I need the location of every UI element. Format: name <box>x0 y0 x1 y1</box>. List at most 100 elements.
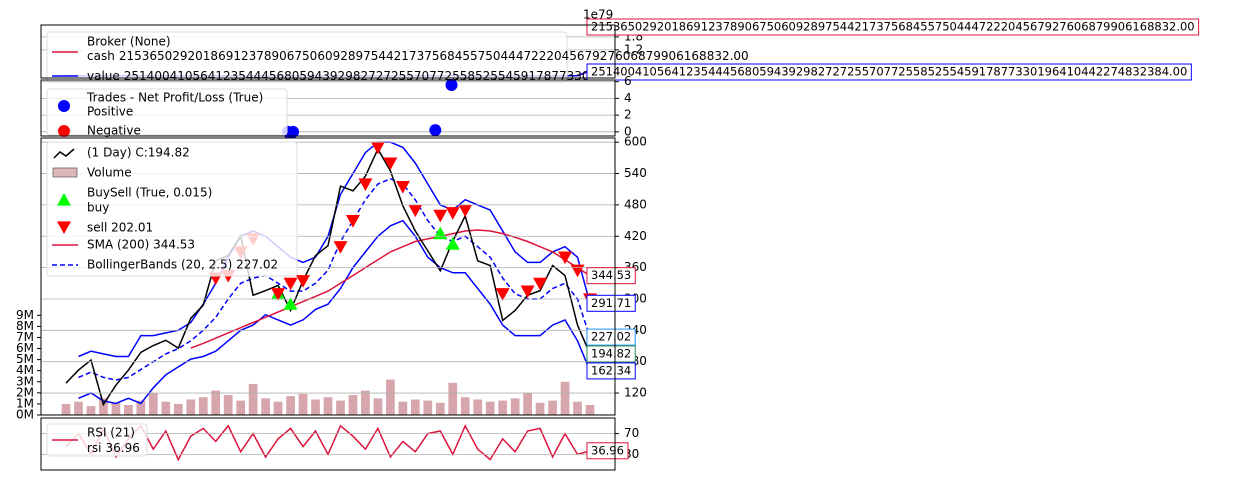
sell-marker <box>370 141 385 155</box>
y-tick-label: 0M <box>16 408 34 422</box>
y-tick-label: 70 <box>624 426 639 440</box>
legend-background <box>46 88 288 136</box>
y-tick-label: 9M <box>16 308 34 322</box>
volume-bar <box>261 398 270 415</box>
volume-bar <box>86 406 96 415</box>
volume-bar <box>535 402 545 415</box>
legend-label: sell 202.01 <box>87 221 153 235</box>
y-tick-label: 6 <box>624 74 632 88</box>
close-line <box>65 147 591 407</box>
value-box <box>586 362 636 380</box>
value-box-label: 291.71 <box>591 296 631 310</box>
y-tick-label: 120 <box>624 386 647 400</box>
value-box-label: 2153650292018691237890675060928975442173… <box>591 20 1195 34</box>
sell-marker <box>408 204 423 218</box>
volume-bar <box>410 399 420 415</box>
sell-marker <box>520 285 535 299</box>
value-box-label: 36.96 <box>591 443 624 457</box>
y-tick-label: 4 <box>624 91 632 105</box>
value-box-label: 194.82 <box>591 346 631 360</box>
volume-bar <box>460 397 470 415</box>
volume-bar <box>573 401 582 415</box>
legend-icon <box>57 193 71 206</box>
y-tick-label: 3M <box>16 374 34 388</box>
legend-icon <box>52 167 78 178</box>
legend-label: buy <box>87 201 109 215</box>
volume-bar <box>435 402 445 415</box>
plot-area <box>61 141 597 415</box>
panel-frame <box>40 79 616 137</box>
volume-bar <box>211 390 221 415</box>
y-tick-label: 1M <box>16 396 34 410</box>
y-tick-label: 1.2 <box>624 42 643 56</box>
volume-bar <box>485 401 495 415</box>
value-box <box>586 18 1200 36</box>
legend-title: BuySell (True, 0.015) <box>87 186 212 200</box>
trade-point <box>445 79 458 92</box>
volume-bar <box>124 405 133 415</box>
legend-label: Positive <box>87 105 133 119</box>
legend-icon <box>58 100 70 112</box>
volume-bar <box>398 401 408 415</box>
volume-bar <box>348 395 358 415</box>
value-box <box>586 294 636 312</box>
volume-bar <box>61 403 71 415</box>
sell-marker <box>283 277 298 291</box>
volume-bar <box>386 379 395 415</box>
sell-marker <box>445 207 460 220</box>
volume-bar <box>223 395 233 415</box>
y-tick-label: 7M <box>16 330 34 344</box>
volume-bar <box>136 400 146 415</box>
sell-marker <box>558 251 573 265</box>
legend-icon <box>57 221 71 234</box>
volume-bar <box>298 393 308 415</box>
legend-title: Broker (None) <box>87 35 171 49</box>
y-tick-label: 6M <box>16 341 34 355</box>
volume-bar <box>148 392 158 415</box>
y-tick-label: 540 <box>624 166 647 180</box>
sma-line <box>190 229 591 349</box>
volume-bar <box>448 382 458 415</box>
y-tick-label: 420 <box>624 229 647 243</box>
legend-label: (1 Day) C:194.82 <box>87 146 190 160</box>
legend-name: rsi <box>87 441 102 455</box>
value-box-label: 162.34 <box>591 363 631 377</box>
legend-name: value <box>87 69 120 83</box>
value-box-label: 344.53 <box>591 268 631 282</box>
sell-marker <box>458 204 473 218</box>
buy-marker <box>445 237 460 250</box>
volume-bar <box>548 400 557 415</box>
sell-marker <box>433 209 448 223</box>
legend-label: Volume <box>87 166 132 180</box>
value-box-label: 227.02 <box>591 330 631 344</box>
sell-marker <box>296 275 311 288</box>
volume-bar <box>510 398 520 415</box>
sell-marker <box>345 214 360 228</box>
sell-marker <box>395 181 410 194</box>
value-box <box>586 63 1192 81</box>
volume-bar <box>186 399 196 415</box>
volume-bar <box>585 405 595 415</box>
sell-marker <box>533 277 548 291</box>
value-box <box>586 442 629 460</box>
panel-frame <box>40 137 616 416</box>
sell-marker <box>271 288 286 301</box>
y-tick-label: 2M <box>16 385 34 399</box>
y-tick-label: 2 <box>624 108 632 122</box>
panel-frame <box>40 24 616 79</box>
volume-bar <box>173 403 183 415</box>
legend-label: cash 215365029201869123789067506092897544… <box>87 49 749 63</box>
volume-bar <box>74 401 83 415</box>
y-tick-label: 4M <box>16 363 34 377</box>
trade-point <box>429 124 442 137</box>
volume-bar <box>311 399 320 415</box>
value-box-label: 2514004105641235444568059439298272725570… <box>591 65 1187 79</box>
panel-frame <box>40 417 616 471</box>
y-tick-label: 600 <box>624 135 647 149</box>
legend-name: cash <box>87 49 115 63</box>
y-tick-label: 5M <box>16 352 34 366</box>
value-box <box>586 267 636 285</box>
volume-bar <box>323 397 333 415</box>
volume-bar <box>373 398 383 415</box>
